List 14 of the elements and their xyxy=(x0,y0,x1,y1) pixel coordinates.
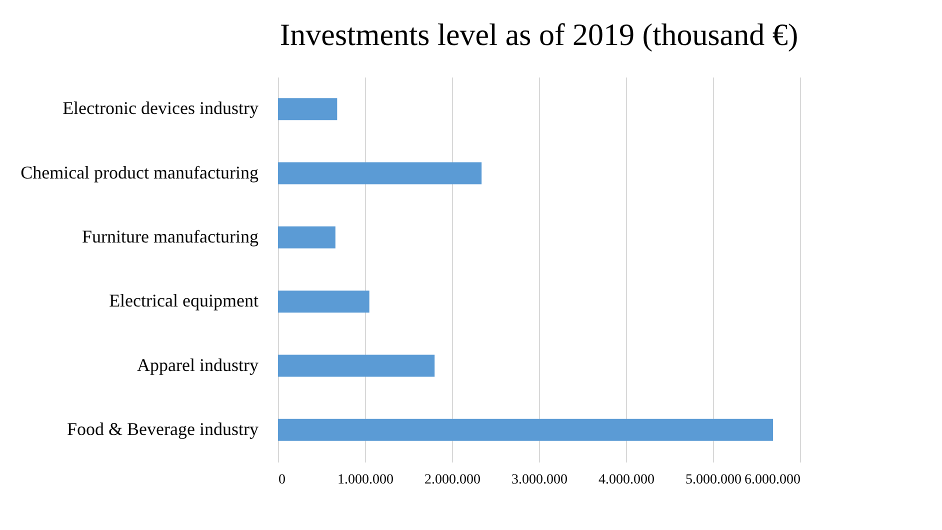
y-tick-label: Food & Beverage industry xyxy=(67,418,258,439)
y-tick-label: Electrical equipment xyxy=(109,290,258,311)
y-tick-label: Furniture manufacturing xyxy=(82,226,258,246)
y-tick-label: Apparel industry xyxy=(137,354,258,375)
x-tick-label: 2.000.000 xyxy=(424,472,480,488)
x-tick-label: 5.000.000 xyxy=(686,472,742,488)
y-tick-label: Electronic devices industry xyxy=(62,98,258,118)
chart-title: Investments level as of 2019 (thousand €) xyxy=(280,17,798,52)
x-tick-label: 4.000.000 xyxy=(598,472,654,488)
x-tick-label: 0 xyxy=(278,472,286,488)
y-tick-label: Chemical product manufacturing xyxy=(20,162,258,182)
x-tick-label: 6.000.000 xyxy=(744,472,800,488)
x-tick-label: 3.000.000 xyxy=(512,472,568,488)
x-tick-label: 1.000.000 xyxy=(338,472,394,488)
